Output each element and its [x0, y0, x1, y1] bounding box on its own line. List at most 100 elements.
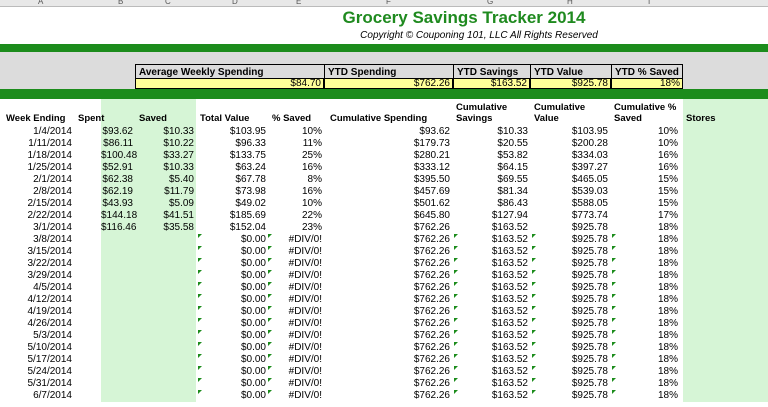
- cell-cum-spending[interactable]: $645.80: [413, 210, 450, 221]
- header-cum-pct-line1[interactable]: Cumulative %: [614, 102, 677, 113]
- cell-cum-spending[interactable]: $762.26: [413, 270, 450, 281]
- cell-pct-saved[interactable]: #DIV/0!: [288, 270, 322, 281]
- cell-spent[interactable]: $100.48: [101, 150, 138, 161]
- cell-cum-savings[interactable]: $163.52: [491, 342, 528, 353]
- cell-saved[interactable]: $35.58: [163, 222, 194, 233]
- cell-cum-savings[interactable]: $163.52: [491, 222, 528, 233]
- cell-week-ending[interactable]: 6/7/2014: [33, 390, 72, 401]
- cell-stores[interactable]: [683, 282, 768, 294]
- cell-saved[interactable]: $5.09: [168, 198, 194, 209]
- cell-cum-spending[interactable]: $762.26: [413, 294, 450, 305]
- cell-saved[interactable]: $10.22: [163, 138, 194, 149]
- cell-cum-savings[interactable]: $163.52: [491, 270, 528, 281]
- cell-stores[interactable]: [683, 126, 768, 138]
- cell-saved[interactable]: [134, 270, 194, 282]
- cell-cum-savings[interactable]: $163.52: [491, 234, 528, 245]
- header-total-value[interactable]: Total Value: [200, 113, 250, 124]
- cell-spent[interactable]: [101, 330, 133, 342]
- cell-total-value[interactable]: $152.04: [229, 222, 266, 233]
- cell-cum-value[interactable]: $925.78: [571, 222, 608, 233]
- cell-pct-saved[interactable]: 23%: [301, 222, 322, 233]
- cell-cum-savings[interactable]: $163.52: [491, 390, 528, 401]
- sheet-title[interactable]: Grocery Savings Tracker 2014: [342, 8, 586, 27]
- cell-week-ending[interactable]: 1/25/2014: [27, 162, 73, 173]
- cell-cum-value[interactable]: $925.78: [571, 354, 608, 365]
- header-stores[interactable]: Stores: [686, 113, 716, 124]
- header-cum-pct-line2[interactable]: Saved: [614, 113, 642, 124]
- cell-cum-pct[interactable]: 18%: [657, 330, 678, 341]
- cell-pct-saved[interactable]: #DIV/0!: [288, 342, 322, 353]
- column-letter[interactable]: E: [296, 0, 302, 6]
- cell-stores[interactable]: [683, 246, 768, 258]
- cell-cum-spending[interactable]: $457.69: [413, 186, 450, 197]
- cell-cum-spending[interactable]: $762.26: [413, 318, 450, 329]
- cell-stores[interactable]: [683, 138, 768, 150]
- cell-pct-saved[interactable]: #DIV/0!: [288, 294, 322, 305]
- cell-cum-spending[interactable]: $395.50: [413, 174, 450, 185]
- cell-week-ending[interactable]: 4/19/2014: [27, 306, 73, 317]
- cell-total-value[interactable]: $133.75: [229, 150, 266, 161]
- cell-total-value[interactable]: $0.00: [240, 246, 266, 257]
- cell-cum-savings[interactable]: $81.34: [497, 186, 528, 197]
- cell-saved[interactable]: [134, 294, 194, 306]
- cell-stores[interactable]: [683, 294, 768, 306]
- cell-saved[interactable]: [134, 234, 194, 246]
- cell-total-value[interactable]: $0.00: [240, 330, 266, 341]
- cell-week-ending[interactable]: 5/10/2014: [27, 342, 73, 353]
- cell-spent[interactable]: [101, 378, 133, 390]
- cell-pct-saved[interactable]: #DIV/0!: [288, 390, 322, 401]
- summary-label-ytd-pct[interactable]: YTD % Saved: [611, 64, 683, 78]
- cell-cum-pct[interactable]: 18%: [657, 342, 678, 353]
- cell-total-value[interactable]: $0.00: [240, 354, 266, 365]
- cell-cum-savings[interactable]: $127.94: [491, 210, 528, 221]
- cell-total-value[interactable]: $0.00: [240, 366, 266, 377]
- cell-saved[interactable]: $10.33: [163, 162, 194, 173]
- cell-week-ending[interactable]: 5/31/2014: [27, 378, 73, 389]
- cell-cum-pct[interactable]: 18%: [657, 390, 678, 401]
- cell-spent[interactable]: [101, 270, 133, 282]
- cell-cum-value[interactable]: $925.78: [571, 366, 608, 377]
- cell-saved[interactable]: [134, 366, 194, 378]
- cell-cum-value[interactable]: $465.05: [571, 174, 608, 185]
- cell-pct-saved[interactable]: 16%: [301, 162, 322, 173]
- cell-week-ending[interactable]: 4/12/2014: [27, 294, 73, 305]
- cell-stores[interactable]: [683, 174, 768, 186]
- cell-cum-value[interactable]: $925.78: [571, 282, 608, 293]
- cell-cum-value[interactable]: $397.27: [571, 162, 608, 173]
- cell-saved[interactable]: [134, 282, 194, 294]
- cell-pct-saved[interactable]: #DIV/0!: [288, 330, 322, 341]
- cell-spent[interactable]: [101, 234, 133, 246]
- cell-cum-value[interactable]: $588.05: [571, 198, 608, 209]
- cell-spent[interactable]: [101, 366, 133, 378]
- cell-saved[interactable]: [134, 342, 194, 354]
- cell-cum-value[interactable]: $103.95: [571, 126, 608, 137]
- cell-total-value[interactable]: $0.00: [240, 390, 266, 401]
- cell-cum-savings[interactable]: $69.55: [497, 174, 528, 185]
- cell-pct-saved[interactable]: #DIV/0!: [288, 378, 322, 389]
- cell-spent[interactable]: [101, 282, 133, 294]
- cell-cum-pct[interactable]: 16%: [657, 150, 678, 161]
- cell-spent[interactable]: $62.38: [102, 174, 133, 185]
- summary-value-ytd-value[interactable]: $925.78: [530, 78, 611, 89]
- cell-pct-saved[interactable]: 11%: [302, 138, 322, 149]
- cell-saved[interactable]: $33.27: [163, 150, 194, 161]
- cell-week-ending[interactable]: 1/18/2014: [27, 150, 73, 161]
- column-letter[interactable]: C: [165, 0, 171, 6]
- cell-pct-saved[interactable]: 16%: [301, 186, 322, 197]
- cell-cum-spending[interactable]: $333.12: [413, 162, 450, 173]
- cell-stores[interactable]: [683, 186, 768, 198]
- cell-spent[interactable]: $116.46: [101, 222, 137, 233]
- cell-cum-value[interactable]: $925.78: [571, 342, 608, 353]
- cell-spent[interactable]: [101, 258, 133, 270]
- cell-week-ending[interactable]: 2/22/2014: [27, 210, 73, 221]
- cell-stores[interactable]: [683, 234, 768, 246]
- cell-week-ending[interactable]: 3/15/2014: [27, 246, 73, 257]
- cell-pct-saved[interactable]: #DIV/0!: [288, 282, 322, 293]
- cell-saved[interactable]: [134, 246, 194, 258]
- cell-total-value[interactable]: $0.00: [240, 282, 266, 293]
- cell-stores[interactable]: [683, 378, 768, 390]
- cell-cum-value[interactable]: $925.78: [571, 258, 608, 269]
- cell-cum-pct[interactable]: 16%: [657, 162, 678, 173]
- cell-cum-spending[interactable]: $762.26: [413, 234, 450, 245]
- cell-week-ending[interactable]: 5/17/2014: [27, 354, 73, 365]
